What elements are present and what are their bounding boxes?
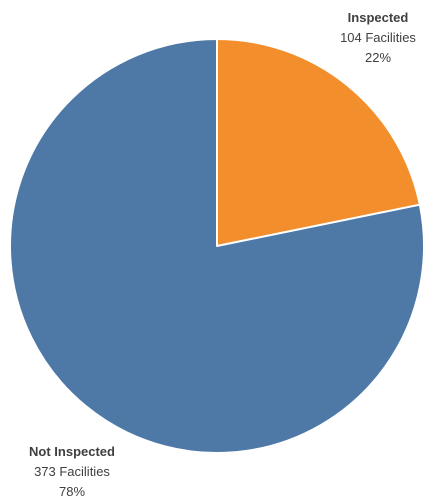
not-inspected-label: Not Inspected 373 Facilities 78% [29, 444, 115, 499]
not-inspected-label-count: 373 Facilities [34, 464, 110, 479]
inspected-label: Inspected 104 Facilities 22% [340, 10, 416, 65]
inspected-label-count: 104 Facilities [340, 30, 416, 45]
inspected-label-name: Inspected [348, 10, 409, 25]
not-inspected-label-percent: 78% [59, 484, 85, 499]
inspected-label-percent: 22% [365, 50, 391, 65]
pie-slice-inspected [216, 38, 421, 247]
not-inspected-label-name: Not Inspected [29, 444, 115, 459]
pie-slices [9, 38, 424, 454]
pie-slice-not-inspected [9, 38, 424, 454]
